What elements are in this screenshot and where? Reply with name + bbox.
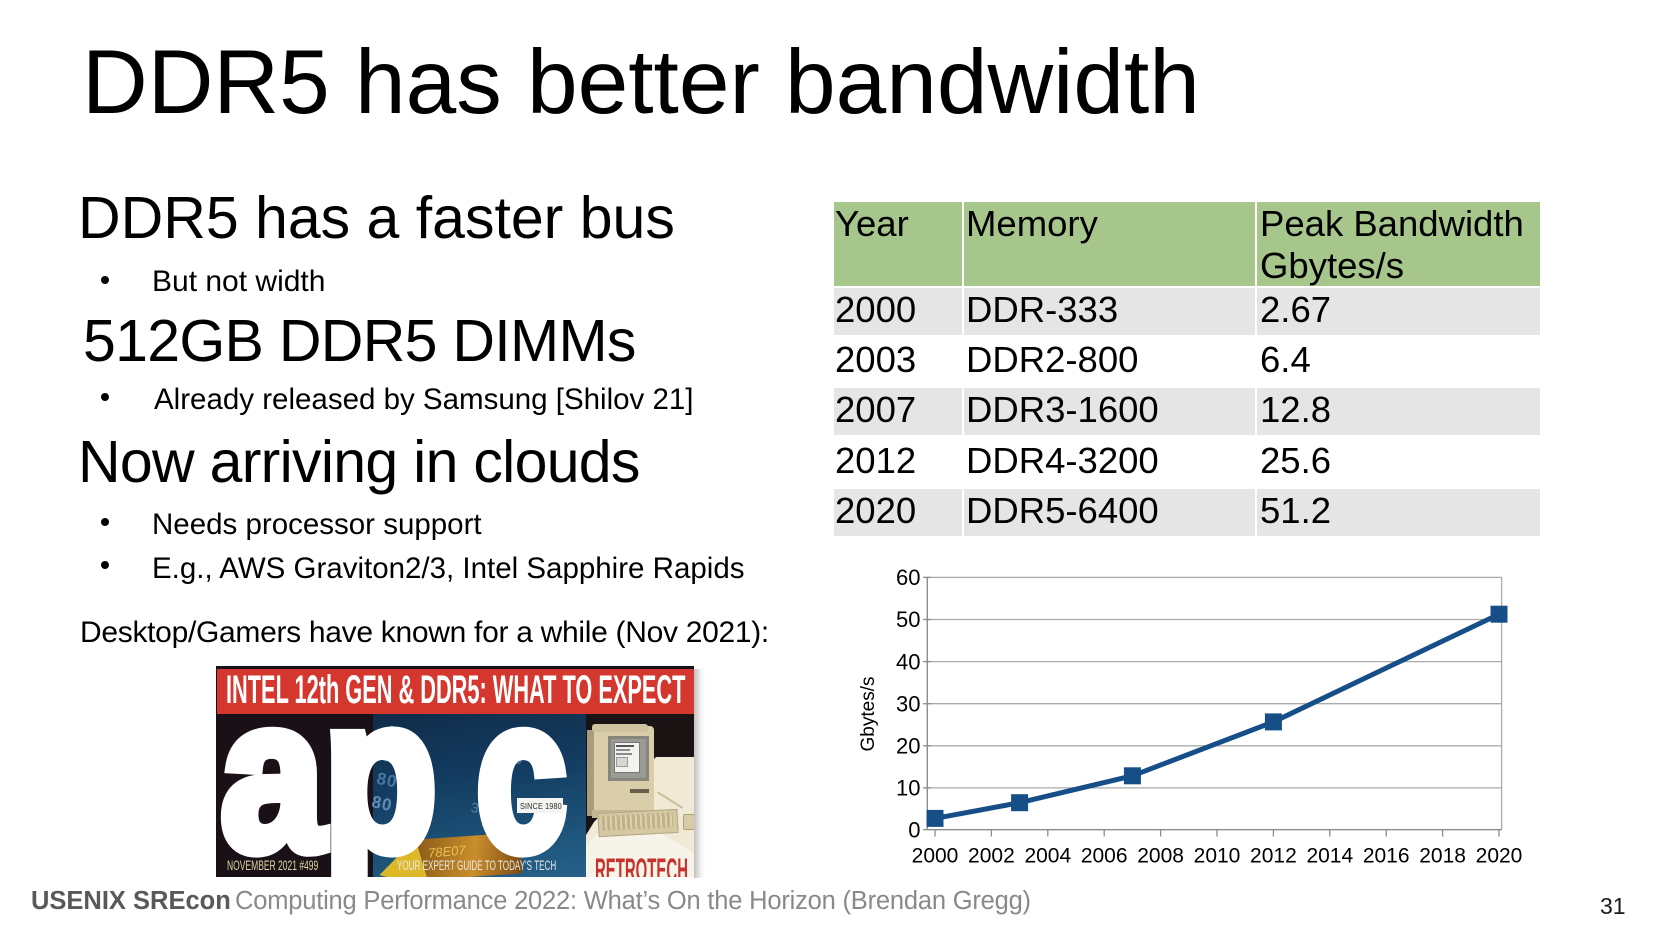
svg-text:2000: 2000 bbox=[912, 845, 959, 868]
svg-text:2004: 2004 bbox=[1024, 845, 1071, 868]
svg-text:20: 20 bbox=[896, 734, 920, 759]
svg-text:0: 0 bbox=[908, 818, 920, 843]
svg-text:2018: 2018 bbox=[1419, 845, 1466, 868]
svg-text:2010: 2010 bbox=[1194, 845, 1241, 868]
svg-text:2008: 2008 bbox=[1137, 845, 1184, 868]
svg-text:50: 50 bbox=[896, 607, 920, 632]
svg-text:2016: 2016 bbox=[1363, 845, 1410, 868]
svg-text:10: 10 bbox=[896, 776, 920, 801]
svg-text:Gbytes/s: Gbytes/s bbox=[858, 677, 879, 752]
svg-text:2012: 2012 bbox=[1250, 845, 1297, 868]
svg-text:2002: 2002 bbox=[968, 845, 1015, 868]
svg-text:30: 30 bbox=[896, 691, 920, 716]
svg-text:2020: 2020 bbox=[1476, 845, 1523, 868]
svg-text:40: 40 bbox=[896, 649, 920, 674]
svg-text:60: 60 bbox=[896, 565, 920, 590]
svg-text:2014: 2014 bbox=[1306, 845, 1353, 868]
svg-text:2006: 2006 bbox=[1081, 845, 1128, 868]
